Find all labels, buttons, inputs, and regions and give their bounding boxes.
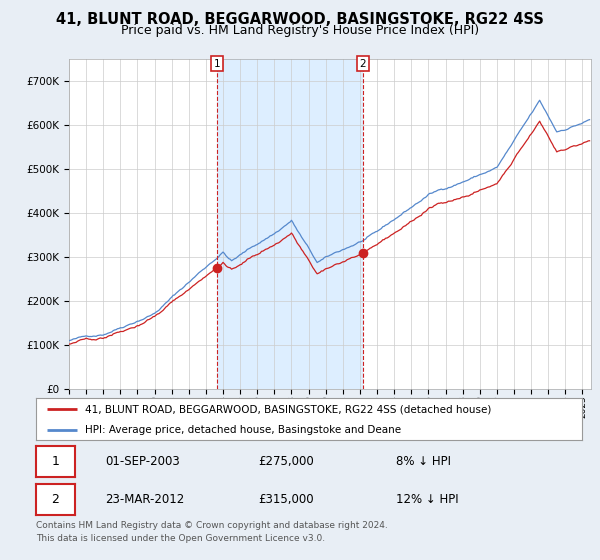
Text: 12% ↓ HPI: 12% ↓ HPI: [396, 493, 458, 506]
Text: 2: 2: [52, 493, 59, 506]
Text: HPI: Average price, detached house, Basingstoke and Deane: HPI: Average price, detached house, Basi…: [85, 426, 401, 435]
Text: 1: 1: [214, 59, 221, 69]
Text: 23-MAR-2012: 23-MAR-2012: [105, 493, 184, 506]
Text: 8% ↓ HPI: 8% ↓ HPI: [396, 455, 451, 468]
Text: Price paid vs. HM Land Registry's House Price Index (HPI): Price paid vs. HM Land Registry's House …: [121, 24, 479, 37]
Text: 41, BLUNT ROAD, BEGGARWOOD, BASINGSTOKE, RG22 4SS: 41, BLUNT ROAD, BEGGARWOOD, BASINGSTOKE,…: [56, 12, 544, 27]
Text: £315,000: £315,000: [258, 493, 314, 506]
Text: 41, BLUNT ROAD, BEGGARWOOD, BASINGSTOKE, RG22 4SS (detached house): 41, BLUNT ROAD, BEGGARWOOD, BASINGSTOKE,…: [85, 404, 491, 414]
Bar: [217, 59, 363, 389]
Text: 01-SEP-2003: 01-SEP-2003: [105, 455, 180, 468]
Text: This data is licensed under the Open Government Licence v3.0.: This data is licensed under the Open Gov…: [36, 534, 325, 543]
Text: 1: 1: [52, 455, 59, 468]
Text: 2: 2: [359, 59, 366, 69]
Text: £275,000: £275,000: [258, 455, 314, 468]
Text: Contains HM Land Registry data © Crown copyright and database right 2024.: Contains HM Land Registry data © Crown c…: [36, 521, 388, 530]
